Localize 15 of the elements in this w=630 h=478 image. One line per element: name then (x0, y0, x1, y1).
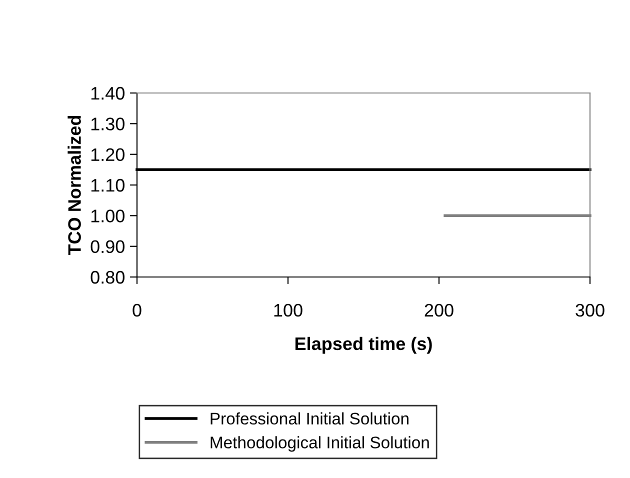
y-tick-label: 0.90 (90, 240, 124, 254)
x-tick-label: 200 (424, 304, 454, 317)
y-axis-title: TCO Normalized (68, 116, 81, 256)
legend-label: Professional Initial Solution (210, 412, 408, 425)
y-tick-label: 0.80 (90, 270, 124, 284)
y-tick-label: 1.40 (91, 86, 124, 100)
x-tick-label: 300 (576, 304, 604, 317)
legend-label: Methodological Initial Solution (210, 436, 429, 452)
y-tick-label: 1.20 (91, 148, 124, 162)
x-axis-title: Elapsed time (s) (295, 336, 432, 354)
y-tick-label: 1.00 (91, 210, 124, 222)
y-tick-label: 1.30 (91, 118, 124, 130)
y-tick-label: 1.10 (91, 178, 124, 192)
x-tick-label: 0 (132, 304, 142, 317)
x-tick-label: 100 (274, 304, 302, 317)
